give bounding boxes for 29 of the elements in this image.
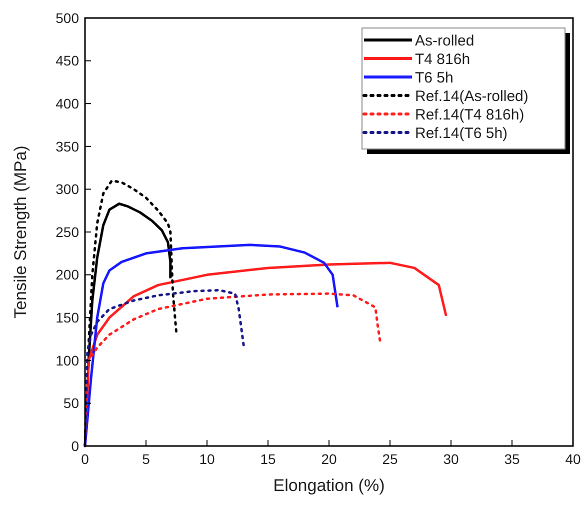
y-tick-label: 200 xyxy=(56,266,80,283)
y-tick-label: 0 xyxy=(71,438,80,454)
y-axis-title: Tensile Strength (MPa) xyxy=(11,146,30,318)
x-tick-label: 25 xyxy=(382,451,398,467)
x-tick-label: 5 xyxy=(142,451,150,467)
y-tick-label: 400 xyxy=(56,96,80,112)
legend-label: Ref.14(T4 816h) xyxy=(415,106,524,124)
x-tick-label: 15 xyxy=(260,451,276,467)
x-tick-label: 20 xyxy=(321,451,337,467)
x-tick-label: 0 xyxy=(81,451,90,467)
y-tick-label: 100 xyxy=(56,352,80,368)
x-tick-label: 30 xyxy=(443,451,459,467)
y-tick-label: 500 xyxy=(56,10,80,26)
y-tick-label: 450 xyxy=(56,52,80,69)
x-tick-label: 40 xyxy=(565,451,581,467)
y-tick-label: 150 xyxy=(56,310,80,326)
legend-label: T6 5h xyxy=(415,69,454,86)
legend-label: Ref.14(As-rolled) xyxy=(415,88,528,105)
legend-label: As-rolled xyxy=(415,32,474,50)
y-tick-label: 50 xyxy=(63,395,80,412)
x-tick-label: 35 xyxy=(504,451,520,467)
line-series xyxy=(84,288,245,448)
x-tick-label: 10 xyxy=(199,451,215,467)
legend-label: T4 816h xyxy=(415,50,470,68)
y-tick-label: 350 xyxy=(56,138,80,154)
x-axis-title: Elongation (%) xyxy=(273,476,385,495)
legend-label: Ref.14(T6 5h) xyxy=(415,124,508,142)
y-tick-label: 300 xyxy=(56,181,80,198)
y-tick-label: 250 xyxy=(56,224,80,240)
